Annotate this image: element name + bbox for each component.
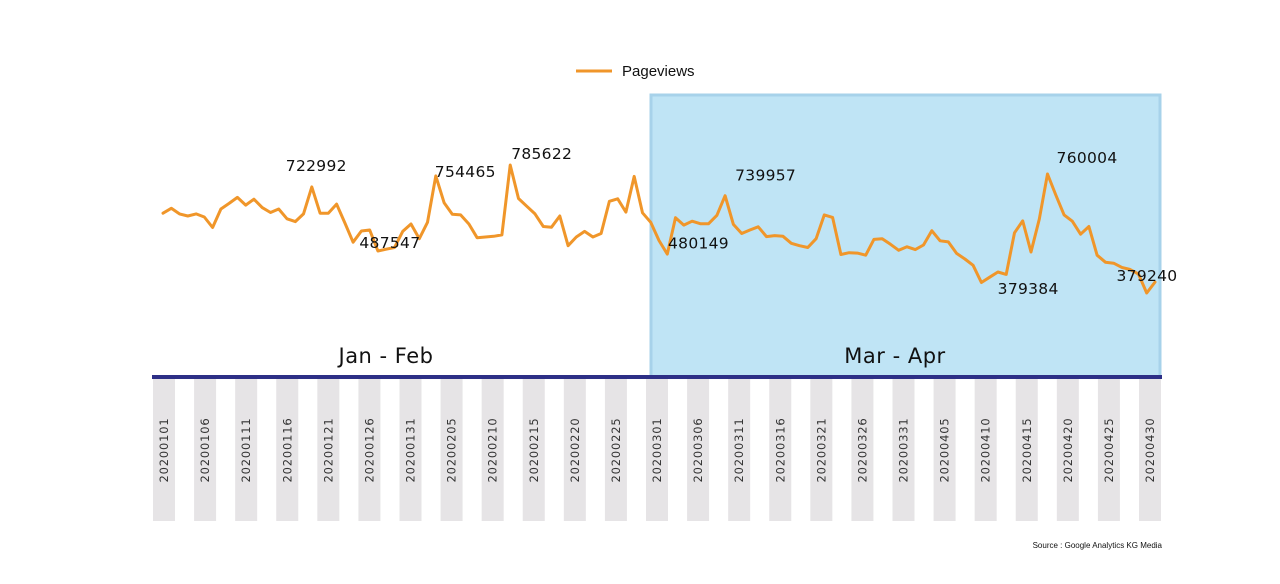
data-label: 739957 xyxy=(735,167,796,185)
x-tick-label: 20200331 xyxy=(897,418,911,483)
x-tick-bar xyxy=(276,379,299,521)
x-tick-bar xyxy=(687,379,710,521)
x-tick-label: 20200225 xyxy=(609,418,623,483)
data-label: 760004 xyxy=(1057,149,1118,167)
x-tick-label: 20200405 xyxy=(938,418,952,483)
x-tick-label: 20200126 xyxy=(362,418,376,483)
x-tick-bar xyxy=(1139,379,1161,521)
x-tick-bar xyxy=(1097,379,1120,521)
x-tick-label: 20200106 xyxy=(198,418,212,483)
x-tick-label: 20200121 xyxy=(321,418,335,483)
data-label: 754465 xyxy=(435,163,496,181)
x-tick-label: 20200101 xyxy=(157,418,171,483)
legend: Pageviews xyxy=(576,63,695,80)
data-label: 722992 xyxy=(286,157,347,175)
x-tick-bar xyxy=(769,379,792,521)
x-tick-label: 20200321 xyxy=(814,418,828,483)
x-tick-label: 20200316 xyxy=(773,418,787,483)
x-tick-label: 20200131 xyxy=(404,418,418,483)
legend-label: Pageviews xyxy=(622,63,695,80)
x-tick-bar xyxy=(1056,379,1079,521)
x-tick-label: 20200420 xyxy=(1061,418,1075,483)
x-tick-bar xyxy=(810,379,833,521)
x-tick-bar xyxy=(1015,379,1038,521)
x-tick-bar xyxy=(194,379,217,521)
x-tick-label: 20200415 xyxy=(1020,418,1034,483)
x-tick-bar xyxy=(563,379,586,521)
x-tick-label: 20200210 xyxy=(486,418,500,483)
source-note: Source : Google Analytics KG Media xyxy=(1033,541,1163,550)
x-tick-bar xyxy=(851,379,874,521)
period-label-jan-feb: Jan - Feb xyxy=(337,344,434,368)
data-label: 487547 xyxy=(359,234,420,252)
x-tick-bar xyxy=(358,379,381,521)
x-tick-bar xyxy=(974,379,997,521)
series-line-pageviews xyxy=(161,163,1157,295)
data-labels: 722992 487547 754465 785622 480149 739957 3793… xyxy=(286,145,1178,298)
x-tick-label: 20200220 xyxy=(568,418,582,483)
data-label: 785622 xyxy=(511,145,572,163)
x-tick-bar xyxy=(604,379,627,521)
x-tick-bar xyxy=(399,379,422,521)
x-tick-labels: 20200101 20200106 20200111 20200116 20200121… xyxy=(157,418,1157,483)
x-tick-label: 20200111 xyxy=(239,418,253,483)
x-tick-label: 20200306 xyxy=(691,418,705,483)
x-tick-bar xyxy=(892,379,915,521)
x-tick-label: 20200425 xyxy=(1102,418,1116,483)
x-tick-bar xyxy=(481,379,504,521)
x-tick-bars xyxy=(153,379,1161,521)
x-tick-bar xyxy=(522,379,545,521)
data-label: 379384 xyxy=(998,280,1059,298)
x-tick-bar xyxy=(317,379,340,521)
period-label-mar-apr: Mar - Apr xyxy=(844,344,945,368)
x-tick-label: 20200215 xyxy=(527,418,541,483)
x-tick-label: 20200410 xyxy=(979,418,993,483)
x-tick-bar xyxy=(933,379,956,521)
data-label: 379240 xyxy=(1117,267,1178,285)
x-tick-bar xyxy=(235,379,258,521)
x-tick-label: 20200205 xyxy=(445,418,459,483)
data-label: 480149 xyxy=(668,234,729,252)
x-tick-label: 20200311 xyxy=(732,418,746,483)
x-tick-label: 20200430 xyxy=(1143,418,1157,483)
x-tick-bar xyxy=(440,379,463,521)
x-tick-bar xyxy=(153,379,175,521)
x-tick-label: 20200301 xyxy=(650,418,664,483)
x-tick-bar xyxy=(728,379,751,521)
x-tick-bar xyxy=(646,379,668,521)
x-tick-label: 20200326 xyxy=(855,418,869,483)
x-tick-label: 20200116 xyxy=(280,418,294,483)
